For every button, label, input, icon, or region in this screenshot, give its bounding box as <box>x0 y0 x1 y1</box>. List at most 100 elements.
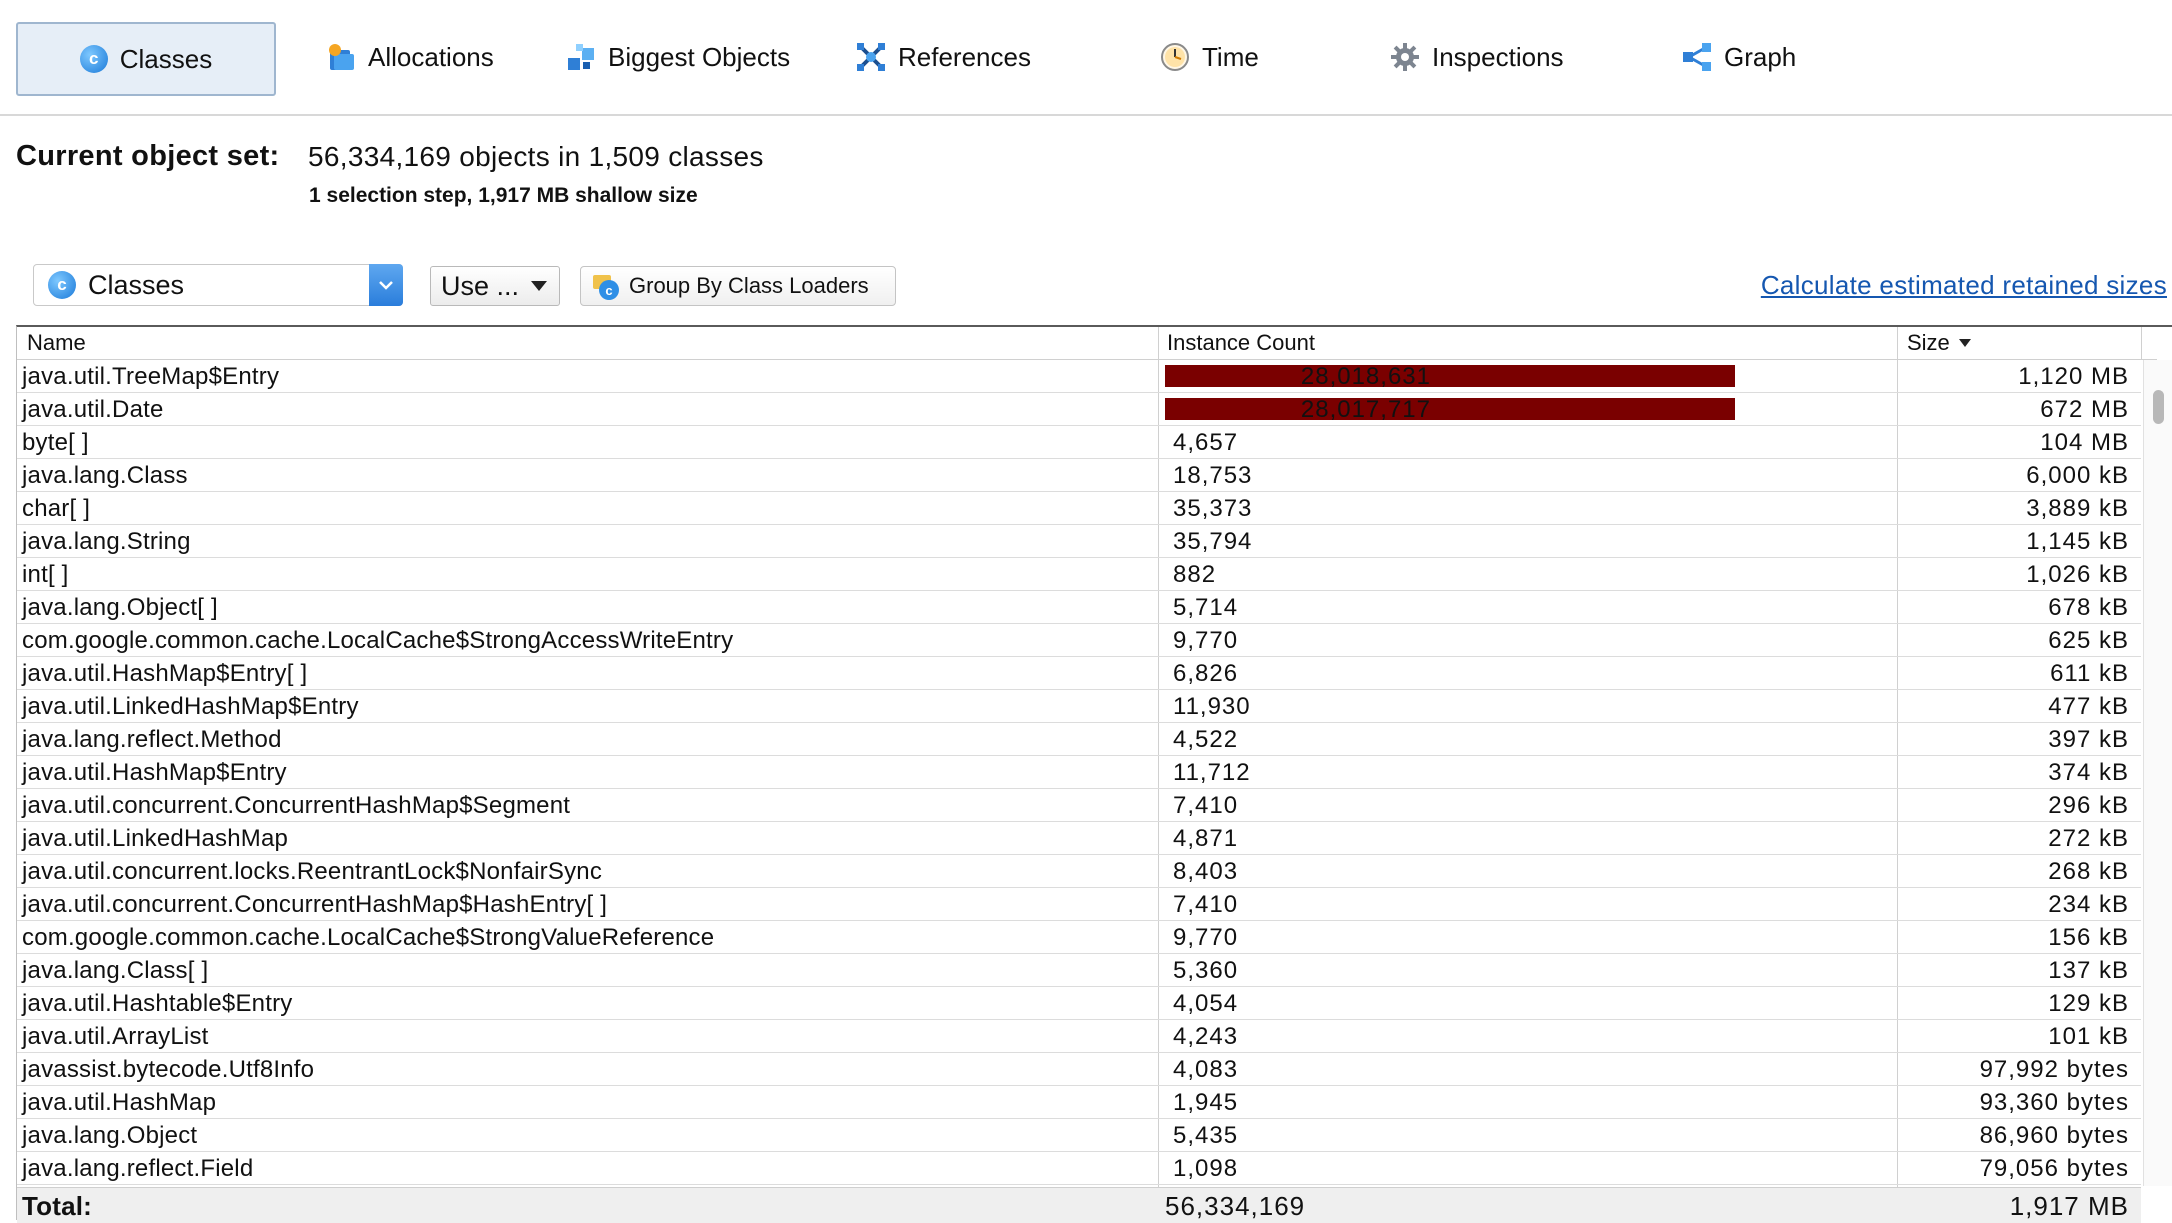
instance-count-cell: 7,410 <box>1173 792 1239 819</box>
tab-references[interactable]: References <box>856 22 1031 92</box>
table-row[interactable]: java.util.concurrent.ConcurrentHashMap$H… <box>17 888 2141 921</box>
table-row[interactable]: java.util.concurrent.ConcurrentHashMap$S… <box>17 789 2141 822</box>
column-header-instance-count[interactable]: Instance Count <box>1167 330 1315 355</box>
class-name-cell: java.lang.Object[ ] <box>22 594 218 621</box>
use-button-label: Use ... <box>441 270 520 301</box>
tab-classes[interactable]: c Classes <box>16 22 276 96</box>
table-row[interactable]: java.lang.Class[ ] 5,360 137 kB <box>17 954 2141 987</box>
table-row[interactable]: java.lang.reflect.Method 4,522 397 kB <box>17 723 2141 756</box>
total-row: Total: 56,334,169 1,917 MB <box>17 1187 2141 1223</box>
tab-label: Time <box>1202 41 1259 72</box>
table-row[interactable]: byte[ ] 4,657 104 MB <box>17 426 2141 459</box>
table-row[interactable]: java.util.HashMap$Entry[ ] 6,826 611 kB <box>17 657 2141 690</box>
instance-count-cell: 5,714 <box>1173 594 1239 621</box>
instance-count-cell: 9,770 <box>1173 924 1239 951</box>
table-row[interactable]: java.util.concurrent.locks.ReentrantLock… <box>17 855 2141 888</box>
table-header: Name Instance Count Size <box>17 327 2157 360</box>
instance-count-cell: 4,054 <box>1173 990 1239 1017</box>
table-row[interactable]: int[ ] 882 1,026 kB <box>17 558 2141 591</box>
class-name-cell: java.lang.reflect.Method <box>22 726 282 753</box>
class-name-cell: java.util.HashMap <box>22 1089 217 1116</box>
instance-count-cell: 5,435 <box>1173 1122 1239 1149</box>
column-header-name[interactable]: Name <box>27 330 86 355</box>
size-cell: 268 kB <box>2048 858 2129 885</box>
instance-count-cell: 1,098 <box>1173 1155 1239 1182</box>
allocations-icon <box>326 42 356 72</box>
size-header-label: Size <box>1907 330 1950 355</box>
class-name-cell: java.util.Hashtable$Entry <box>22 990 293 1017</box>
size-cell: 296 kB <box>2048 792 2129 819</box>
view-tab-bar: c Classes Allocations Biggest Objects Re… <box>0 0 2172 116</box>
classes-icon: c <box>48 271 76 299</box>
instance-count-cell: 4,243 <box>1173 1023 1239 1050</box>
group-class-loaders-icon: c <box>591 271 621 301</box>
table-row[interactable]: java.lang.Object 5,435 86,960 bytes <box>17 1119 2141 1152</box>
classes-icon: c <box>79 45 108 73</box>
table-row[interactable]: java.lang.Object[ ] 5,714 678 kB <box>17 591 2141 624</box>
tab-label: References <box>898 41 1031 72</box>
table-row[interactable]: java.util.LinkedHashMap 4,871 272 kB <box>17 822 2141 855</box>
view-combo-value: Classes <box>88 269 185 300</box>
table-row[interactable]: java.util.Date 28,017,717 672 MB <box>17 393 2141 426</box>
vertical-scrollbar[interactable] <box>2143 360 2172 1186</box>
size-cell: 79,056 bytes <box>1979 1155 2129 1182</box>
class-name-cell: byte[ ] <box>22 429 89 456</box>
class-name-cell: java.util.HashMap$Entry <box>22 759 287 786</box>
size-cell: 3,889 kB <box>2026 495 2129 522</box>
use-dropdown-button[interactable]: Use ... <box>430 266 560 306</box>
tab-time[interactable]: Time <box>1160 22 1259 92</box>
class-name-cell: java.util.ArrayList <box>22 1023 209 1050</box>
chevron-down-icon[interactable] <box>369 264 403 306</box>
tab-inspections[interactable]: Inspections <box>1390 22 1564 92</box>
class-name-cell: java.util.concurrent.ConcurrentHashMap$S… <box>22 792 571 819</box>
table-row[interactable]: java.util.HashMap 1,945 93,360 bytes <box>17 1086 2141 1119</box>
table-row[interactable]: java.util.TreeMap$Entry 28,018,631 1,120 M… <box>17 360 2141 393</box>
instance-count-cell: 1,945 <box>1173 1089 1239 1116</box>
tab-label: Graph <box>1724 41 1797 72</box>
class-name-cell: java.util.concurrent.ConcurrentHashMap$H… <box>22 891 608 918</box>
view-combo[interactable]: c Classes <box>33 264 403 306</box>
table-row[interactable]: com.google.common.cache.LocalCache$Stron… <box>17 921 2141 954</box>
class-name-cell: char[ ] <box>22 495 91 522</box>
instance-count-bar <box>1165 365 1735 387</box>
tab-graph[interactable]: Graph <box>1682 22 1796 92</box>
instance-count-cell: 11,712 <box>1173 759 1251 786</box>
column-separator <box>2141 327 2142 360</box>
table-row[interactable]: java.lang.String 35,794 1,145 kB <box>17 525 2141 558</box>
scrollbar-thumb[interactable] <box>2153 390 2164 424</box>
tab-label: Classes <box>119 43 213 74</box>
caret-down-icon <box>531 281 547 291</box>
table-row[interactable]: java.util.HashMap$Entry 11,712 374 kB <box>17 756 2141 789</box>
biggest-objects-icon <box>566 42 596 72</box>
class-name-cell: java.lang.Class[ ] <box>22 957 209 984</box>
group-by-class-loaders-button[interactable]: c Group By Class Loaders <box>580 266 896 306</box>
table-row[interactable]: java.util.LinkedHashMap$Entry 11,930 477 k… <box>17 690 2141 723</box>
calculate-retained-sizes-link[interactable]: Calculate estimated retained sizes <box>1760 270 2167 300</box>
tab-label: Inspections <box>1432 41 1564 72</box>
table-row[interactable]: java.util.ArrayList 4,243 101 kB <box>17 1020 2141 1053</box>
size-cell: 611 kB <box>2050 660 2129 687</box>
table-row[interactable]: java.lang.Class 18,753 6,000 kB <box>17 459 2141 492</box>
size-cell: 104 MB <box>2040 429 2129 456</box>
tab-allocations[interactable]: Allocations <box>326 22 494 92</box>
table-row[interactable]: java.util.Hashtable$Entry 4,054 129 kB <box>17 987 2141 1020</box>
tab-biggest-objects[interactable]: Biggest Objects <box>566 22 790 92</box>
size-cell: 1,026 kB <box>2026 561 2129 588</box>
instance-count-cell: 18,753 <box>1173 462 1253 489</box>
column-header-size[interactable]: Size <box>1907 330 1972 356</box>
instance-count-cell: 4,522 <box>1173 726 1239 753</box>
table-row[interactable]: java.lang.reflect.Field 1,098 79,056 bytes <box>17 1152 2141 1185</box>
table-row[interactable]: javassist.bytecode.Utf8Info 4,083 97,992 b… <box>17 1053 2141 1086</box>
size-cell: 6,000 kB <box>2026 462 2129 489</box>
instance-count-cell: 4,657 <box>1173 429 1239 456</box>
table-row[interactable]: char[ ] 35,373 3,889 kB <box>17 492 2141 525</box>
instance-count-cell: 35,373 <box>1173 495 1253 522</box>
object-set-subtitle: 1 selection step, 1,917 MB shallow size <box>309 184 698 207</box>
size-cell: 101 kB <box>2048 1023 2129 1050</box>
instance-count-cell: 35,794 <box>1173 528 1253 555</box>
total-size: 1,917 MB <box>2009 1191 2129 1221</box>
instance-count-cell: 4,871 <box>1173 825 1239 852</box>
instance-count-cell: 882 <box>1173 561 1217 588</box>
class-name-cell: java.util.Date <box>22 396 164 423</box>
table-row[interactable]: com.google.common.cache.LocalCache$Stron… <box>17 624 2141 657</box>
